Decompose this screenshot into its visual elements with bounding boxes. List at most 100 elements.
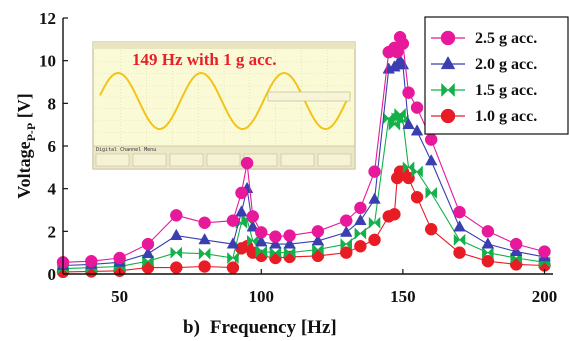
data-point xyxy=(312,243,324,256)
waveform-trace xyxy=(99,71,351,130)
y-tick-label: 8 xyxy=(48,94,57,113)
data-point xyxy=(246,210,260,223)
y-tick-label: 6 xyxy=(48,137,57,156)
data-point xyxy=(255,235,268,247)
data-point xyxy=(402,86,415,99)
data-point xyxy=(368,216,381,229)
inset-menu-cells xyxy=(95,153,352,167)
data-point xyxy=(453,233,466,246)
series-2-5-g-acc xyxy=(56,30,551,269)
data-point xyxy=(235,205,248,217)
data-point xyxy=(240,156,254,170)
x-tick-label: 150 xyxy=(390,287,416,306)
series-layer xyxy=(56,30,551,279)
data-point xyxy=(113,251,126,265)
data-point xyxy=(246,220,259,232)
data-point xyxy=(538,245,551,258)
data-point xyxy=(269,237,282,249)
legend-item: 1.5 g acc. xyxy=(431,82,537,99)
data-point xyxy=(227,251,239,265)
legend-label: 2.0 g acc. xyxy=(475,56,537,73)
y-tick-label: 10 xyxy=(39,52,56,71)
y-tick-label: 12 xyxy=(39,9,56,28)
data-point xyxy=(311,225,325,238)
panel-label: b) xyxy=(183,317,200,338)
data-point xyxy=(339,214,353,227)
data-point xyxy=(283,229,296,242)
oscilloscope-inset: Digital Channel Menu 149 Hz with 1 g acc… xyxy=(92,41,356,170)
legend-marker xyxy=(440,56,456,70)
data-point xyxy=(481,254,495,268)
data-point xyxy=(410,101,424,114)
data-point xyxy=(340,225,353,237)
legend-item: 2.0 g acc. xyxy=(431,56,537,73)
y-axis-label-subscript: P-P xyxy=(24,123,38,142)
data-point xyxy=(198,260,211,273)
data-point xyxy=(283,246,296,259)
data-point xyxy=(235,186,248,200)
data-point xyxy=(509,244,523,256)
legend-label: 1.0 g acc. xyxy=(475,108,537,125)
data-point xyxy=(269,230,282,243)
y-axis-label-main: Voltage xyxy=(14,141,34,198)
data-point xyxy=(198,233,211,245)
inset-menu-title: Digital Channel Menu xyxy=(96,147,156,153)
data-point xyxy=(226,214,240,227)
data-point xyxy=(354,227,367,240)
data-point xyxy=(311,234,325,246)
data-point xyxy=(142,255,154,268)
data-point xyxy=(368,192,381,204)
data-point xyxy=(354,240,367,253)
inset-menu-cell xyxy=(206,153,241,167)
y-tick-label: 0 xyxy=(48,265,57,284)
data-point xyxy=(425,186,437,200)
x-tick-label: 200 xyxy=(532,287,558,306)
data-point xyxy=(269,246,282,259)
data-point xyxy=(255,226,268,239)
data-point xyxy=(482,246,494,259)
data-point xyxy=(396,37,410,50)
data-point xyxy=(198,216,211,230)
x-tick-label: 50 xyxy=(111,287,128,306)
legend-label: 2.5 g acc. xyxy=(475,30,537,47)
data-point xyxy=(509,237,523,251)
axes: 50 100 150 200 0 2 4 6 8 10 12 xyxy=(39,9,557,306)
data-point xyxy=(170,261,183,274)
inset-readout-box xyxy=(267,91,351,102)
data-point xyxy=(453,246,466,259)
inset-menu-cell xyxy=(132,153,167,167)
data-point xyxy=(170,246,183,259)
x-axis-title: b) Frequency [Hz] xyxy=(183,317,337,338)
data-point xyxy=(424,133,438,146)
data-point xyxy=(368,165,381,178)
legend: 2.5 g acc. 2.0 g acc. 1.5 g acc. 1.0 g acc. xyxy=(424,16,569,135)
data-point xyxy=(453,205,466,219)
inset-menu-cell xyxy=(280,153,315,167)
data-point xyxy=(340,238,352,251)
series-1-0-g-acc xyxy=(56,165,551,279)
legend-items: 2.5 g acc. 2.0 g acc. 1.5 g acc. 1.0 g acc. xyxy=(431,30,537,125)
data-point xyxy=(388,208,401,221)
data-point xyxy=(354,201,367,215)
x-tick-layer: 50 100 150 200 xyxy=(111,269,557,306)
x-axis-label: Frequency [Hz] xyxy=(210,317,337,338)
data-point xyxy=(411,165,423,178)
legend-item: 2.5 g acc. xyxy=(431,30,537,47)
legend-marker xyxy=(440,108,456,124)
data-point xyxy=(141,237,155,251)
series-1-5-g-acc xyxy=(57,107,551,275)
legend-label: 1.5 g acc. xyxy=(475,82,537,99)
data-point xyxy=(226,237,240,249)
data-point xyxy=(170,228,183,240)
y-axis-title: VoltageP-P [V] xyxy=(14,93,38,199)
inset-menu-cell xyxy=(169,153,204,167)
data-point xyxy=(283,237,296,249)
x-tick-label: 100 xyxy=(249,287,275,306)
legend-marker xyxy=(440,30,456,46)
data-point xyxy=(141,246,155,259)
inset-top-bar xyxy=(93,42,355,49)
data-point xyxy=(481,225,495,238)
data-point xyxy=(198,247,211,260)
series-line xyxy=(62,171,545,273)
